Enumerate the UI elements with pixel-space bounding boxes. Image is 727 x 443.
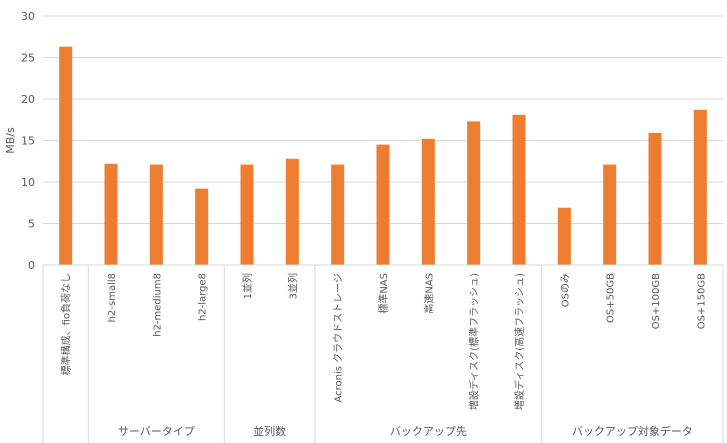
bar	[149, 164, 163, 265]
bar	[648, 133, 662, 265]
bar	[331, 164, 345, 265]
bar	[285, 158, 299, 265]
x-tick-label: OSのみ	[560, 273, 571, 307]
y-tick-label: 30	[21, 10, 35, 23]
bar	[104, 163, 118, 265]
bar	[421, 138, 435, 265]
bar	[240, 164, 254, 265]
x-tick-label: OS+100GB	[651, 273, 662, 329]
bar	[467, 121, 481, 265]
x-tick-label: h2-small8	[107, 273, 118, 322]
axes: 0 5 10 15 20 25 30 標準構成、fio負荷なし h2-small8 h2-medi…	[21, 10, 724, 443]
y-tick-label: 20	[21, 93, 35, 106]
bars	[59, 46, 707, 266]
y-axis-label: MB/s	[4, 127, 17, 154]
x-tick-label: OS+150GB	[696, 273, 707, 329]
bar	[195, 188, 209, 265]
x-tick-label: h2-medium8	[152, 273, 163, 337]
bar	[557, 207, 571, 265]
x-tick-label: OS+50GB	[606, 273, 617, 323]
bar	[693, 109, 707, 265]
y-tick-label: 15	[21, 135, 35, 148]
x-tick-label: 標準構成、fio負荷なし	[60, 273, 73, 375]
group-label: サーバータイプ	[118, 425, 195, 438]
group-label: 並列数	[253, 424, 286, 438]
x-tick-label: 標準NAS	[377, 273, 390, 314]
y-tick-label: 25	[21, 52, 35, 65]
group-label: バックアップ対象データ	[572, 424, 693, 438]
x-tick-label: 1並列	[241, 273, 254, 299]
x-tick-label: Acronis クラウドストレージ	[333, 273, 345, 402]
bar	[512, 114, 526, 266]
x-tick-label: 増設ディスク(高速フラッシュ)	[513, 273, 526, 410]
x-tick-label: 高速NAS	[422, 273, 435, 314]
bar	[59, 46, 73, 266]
y-tick-label: 0	[28, 259, 35, 272]
y-tick-label: 5	[28, 218, 35, 231]
x-tick-label: h2-large8	[198, 273, 209, 321]
bar	[603, 164, 617, 265]
y-tick-label: 10	[21, 176, 35, 189]
group-label: バックアップ先	[390, 425, 467, 438]
x-tick-label: 増設ディスク(標準フラッシュ)	[468, 273, 481, 410]
x-tick-label: 3並列	[286, 273, 299, 299]
bar	[376, 144, 390, 265]
